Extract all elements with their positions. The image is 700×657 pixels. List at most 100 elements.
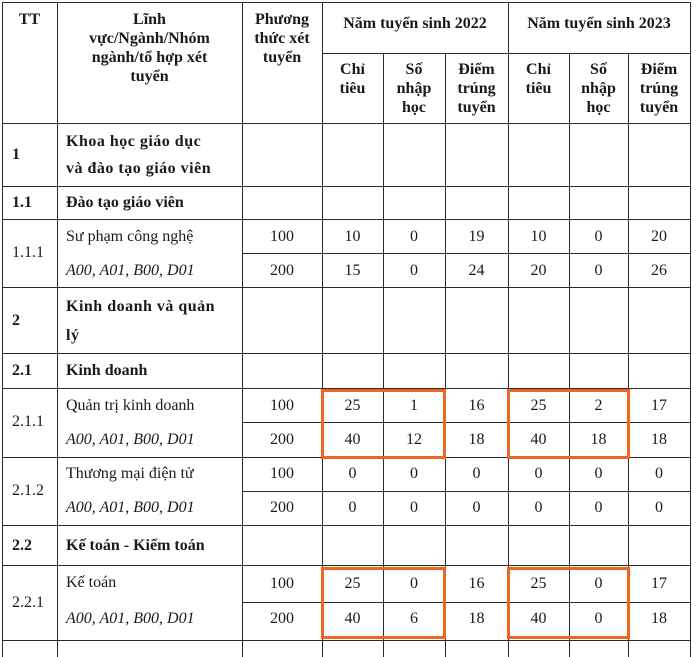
cell-quota-2022: 0 xyxy=(348,499,357,516)
header-field: Lĩnh vực/Ngành/Nhóm ngành/tổ hợp xét tuy… xyxy=(57,10,242,86)
cell-enrolled-2022: 1 xyxy=(410,397,418,414)
row-divider xyxy=(242,491,691,492)
cell-score-2023: 17 xyxy=(651,575,667,592)
cell-quota-2022: 40 xyxy=(344,610,361,627)
cell-quota-2022: 0 xyxy=(348,465,357,482)
row-tt: 1.1.1 xyxy=(12,244,44,261)
row-divider xyxy=(2,388,691,389)
cell-enrolled-2022: 0 xyxy=(410,465,418,482)
column-divider xyxy=(569,53,570,657)
cell-score-2022: 16 xyxy=(468,575,485,592)
row-divider xyxy=(2,219,691,220)
header-method-line: thức xét xyxy=(254,30,310,47)
cell-score-2022: 0 xyxy=(472,465,481,482)
cell-quota-2023: 0 xyxy=(534,465,543,482)
row-name: Kế toán xyxy=(66,574,117,591)
row-tt: 2.1 xyxy=(12,362,32,379)
cell-quota-2022: 25 xyxy=(344,575,361,592)
cell-quota-2023: 10 xyxy=(530,228,547,245)
cell-enrolled-2023: 0 xyxy=(594,610,603,627)
cell-score-2023: 20 xyxy=(651,228,667,245)
cell-enrolled-2023: 0 xyxy=(594,228,603,245)
row-combo: A00, A01, B00, D01 xyxy=(66,499,195,516)
column-divider xyxy=(57,2,58,657)
cell-enrolled-2022: 0 xyxy=(410,228,418,245)
column-divider xyxy=(445,53,446,657)
row-divider xyxy=(2,525,691,526)
cell-method: 200 xyxy=(270,610,294,627)
cell-score-2022: 24 xyxy=(468,262,485,279)
cell-quota-2022: 40 xyxy=(344,431,361,448)
header-score-line: Điểm xyxy=(640,61,678,78)
row-name: Kinh doanh và quản lý xyxy=(66,292,215,350)
header-year-2023: Năm tuyển sinh 2023 xyxy=(527,15,671,32)
row-name: Sư phạm công nghệ xyxy=(66,228,194,245)
row-tt: 2.2.1 xyxy=(12,594,44,611)
column-divider xyxy=(383,53,384,657)
row-divider xyxy=(2,186,691,187)
cell-enrolled-2023: 18 xyxy=(590,431,607,448)
cell-enrolled-2022: 0 xyxy=(410,262,418,279)
cell-enrolled-2023: 2 xyxy=(594,397,603,414)
row-name-line: Khoa học giáo dục xyxy=(66,133,202,150)
header-tt: TT xyxy=(18,11,41,28)
row-name: Thương mại điện tử xyxy=(66,465,194,482)
cell-enrolled-2022: 0 xyxy=(410,575,418,592)
cell-quota-2023: 40 xyxy=(530,431,547,448)
header-method-line: tuyển xyxy=(262,49,302,66)
row-divider xyxy=(242,422,691,423)
cell-score-2023: 26 xyxy=(651,262,667,279)
header-enrolled-line: học xyxy=(586,99,611,116)
cell-quota-2022: 25 xyxy=(344,397,361,414)
row-tt: 1 xyxy=(12,146,20,163)
row-name: Quản trị kinh doanh xyxy=(66,397,195,414)
row-divider xyxy=(2,640,691,641)
row-divider xyxy=(2,123,691,124)
cell-score-2023: 0 xyxy=(655,465,663,482)
header-score-line: Điểm xyxy=(458,61,495,78)
header-quota-line: tiêu xyxy=(525,80,552,97)
cell-method: 200 xyxy=(270,262,294,279)
header-enrolled-2023: Số nhập học xyxy=(569,60,628,117)
cell-score-2023: 18 xyxy=(651,610,667,627)
cell-method: 100 xyxy=(270,397,294,414)
header-enrolled-line: học xyxy=(402,99,426,116)
header-field-line: vực/Ngành/Nhóm xyxy=(89,30,210,47)
row-name: Kinh doanh xyxy=(66,362,148,379)
row-name-line: và đào tạo giáo viên xyxy=(66,160,212,177)
header-quota-line: Chỉ xyxy=(526,61,551,78)
cell-score-2022: 18 xyxy=(468,431,485,448)
header-score-line: tuyển xyxy=(457,99,496,116)
header-score-2022: Điểm trúng tuyển xyxy=(445,60,508,117)
cell-quota-2022: 10 xyxy=(344,228,361,245)
header-enrolled-line: nhập xyxy=(396,80,432,97)
header-score-line: tuyển xyxy=(639,99,679,116)
cell-quota-2023: 40 xyxy=(530,610,547,627)
header-enrolled-line: Số xyxy=(590,61,607,78)
highlight-box xyxy=(321,389,446,459)
row-name: Đào tạo giáo viên xyxy=(66,194,184,211)
header-year-2022: Năm tuyển sinh 2022 xyxy=(343,15,487,32)
row-combo: A00, A01, B00, D01 xyxy=(66,431,195,448)
row-name: Khoa học giáo dục và đào tạo giáo viên xyxy=(66,128,211,182)
cell-quota-2023: 0 xyxy=(534,499,543,516)
cell-enrolled-2023: 0 xyxy=(594,499,603,516)
header-quota-2023: Chỉ tiêu xyxy=(508,60,569,98)
row-tt: 2.1.2 xyxy=(12,482,44,499)
header-score-2023: Điểm trúng tuyển xyxy=(628,60,690,117)
table-border-right xyxy=(690,2,691,657)
cell-score-2022: 0 xyxy=(472,499,481,516)
row-divider xyxy=(322,53,691,54)
row-divider xyxy=(242,602,691,603)
highlight-box xyxy=(507,389,630,459)
header-method-line: Phương xyxy=(254,11,310,28)
cell-quota-2023: 20 xyxy=(530,262,547,279)
cell-enrolled-2023: 0 xyxy=(594,465,603,482)
row-divider xyxy=(2,565,691,566)
row-combo: A00, A01, B00, D01 xyxy=(66,262,195,279)
row-divider xyxy=(2,287,691,288)
header-quota-2022: Chỉ tiêu xyxy=(322,60,383,98)
highlight-box xyxy=(321,567,446,639)
row-divider xyxy=(2,2,691,3)
cell-method: 100 xyxy=(270,465,294,482)
